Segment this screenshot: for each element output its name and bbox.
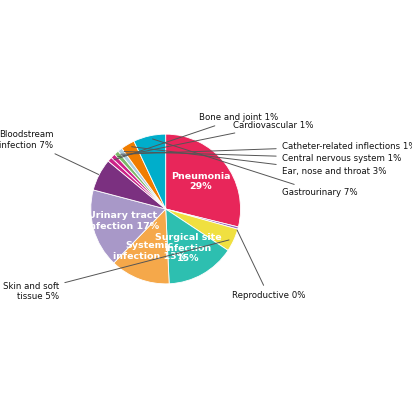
Wedge shape bbox=[91, 190, 166, 263]
Text: Catheter-related inflections 1%: Catheter-related inflections 1% bbox=[121, 142, 412, 154]
Wedge shape bbox=[111, 154, 166, 209]
Text: Skin and soft
tissue 5%: Skin and soft tissue 5% bbox=[3, 240, 229, 301]
Wedge shape bbox=[115, 151, 166, 209]
Text: Surgical site
infection
15%: Surgical site infection 15% bbox=[154, 233, 221, 263]
Wedge shape bbox=[118, 148, 166, 209]
Text: Gastrourinary 7%: Gastrourinary 7% bbox=[152, 139, 357, 197]
Text: Central nervous system 1%: Central nervous system 1% bbox=[124, 152, 401, 163]
Wedge shape bbox=[114, 209, 169, 284]
Text: Cardiovascular 1%: Cardiovascular 1% bbox=[117, 121, 314, 157]
Text: Pneumonia
29%: Pneumonia 29% bbox=[171, 172, 231, 191]
Text: Ear, nose and throat 3%: Ear, nose and throat 3% bbox=[131, 147, 386, 176]
Wedge shape bbox=[166, 209, 238, 250]
Wedge shape bbox=[122, 141, 166, 209]
Wedge shape bbox=[93, 161, 166, 209]
Wedge shape bbox=[108, 158, 166, 209]
Wedge shape bbox=[134, 134, 166, 209]
Text: Bone and joint 1%: Bone and joint 1% bbox=[114, 113, 279, 160]
Text: Bloodstream
infection 7%: Bloodstream infection 7% bbox=[0, 130, 98, 174]
Wedge shape bbox=[166, 209, 228, 284]
Text: Systemic
infection 13%: Systemic infection 13% bbox=[113, 241, 186, 261]
Wedge shape bbox=[166, 134, 241, 227]
Text: Urinary tract
infection 17%: Urinary tract infection 17% bbox=[86, 212, 159, 231]
Text: Reproductive 0%: Reproductive 0% bbox=[232, 230, 305, 300]
Wedge shape bbox=[166, 209, 239, 229]
